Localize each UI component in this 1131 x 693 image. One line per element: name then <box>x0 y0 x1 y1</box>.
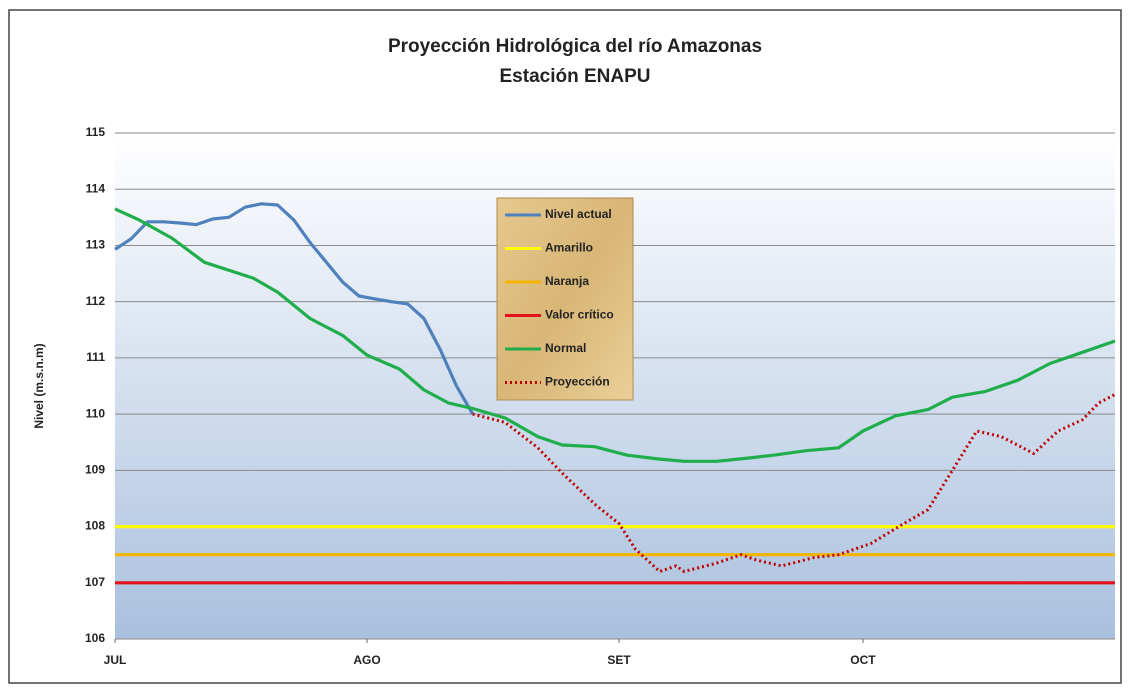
y-tick-label: 110 <box>86 406 106 420</box>
x-tick-label: AGO <box>353 653 380 667</box>
legend-label: Amarillo <box>545 241 593 255</box>
y-tick-label: 111 <box>86 350 105 364</box>
y-tick-label: 112 <box>86 294 106 308</box>
chart-title: Proyección Hidrológica del río Amazonas <box>388 36 762 57</box>
x-tick-label: SET <box>607 653 631 667</box>
y-tick-label: 115 <box>86 125 106 139</box>
chart-subtitle: Estación ENAPU <box>500 66 651 87</box>
legend-label: Proyección <box>545 375 610 389</box>
y-tick-label: 108 <box>85 519 105 533</box>
x-tick-label: OCT <box>850 653 876 667</box>
legend-label: Naranja <box>545 274 589 288</box>
y-tick-label: 113 <box>86 238 106 252</box>
x-tick-label: JUL <box>104 653 127 667</box>
series-line <box>114 202 475 415</box>
legend-label: Normal <box>545 341 586 355</box>
y-tick-label: 114 <box>86 181 106 195</box>
y-axis-label: Nivel (m.s.n.m) <box>32 343 46 428</box>
y-tick-label: 107 <box>85 575 105 589</box>
y-tick-label: 109 <box>85 463 105 477</box>
legend-label: Nivel actual <box>545 207 612 221</box>
series-line <box>472 393 1116 573</box>
series-line <box>114 207 1116 463</box>
legend-label: Valor crítico <box>545 308 614 322</box>
legend-box <box>496 197 634 401</box>
y-tick-label: 106 <box>85 631 105 645</box>
